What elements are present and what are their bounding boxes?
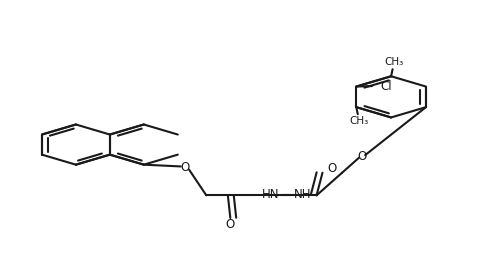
Text: CH₃: CH₃	[384, 57, 403, 67]
Text: O: O	[328, 162, 337, 175]
Text: O: O	[357, 150, 366, 163]
Text: CH₃: CH₃	[349, 116, 368, 126]
Text: O: O	[180, 162, 189, 174]
Text: NH: NH	[294, 188, 312, 201]
Text: Cl: Cl	[381, 80, 392, 92]
Text: O: O	[226, 218, 235, 231]
Text: HN: HN	[262, 188, 280, 201]
